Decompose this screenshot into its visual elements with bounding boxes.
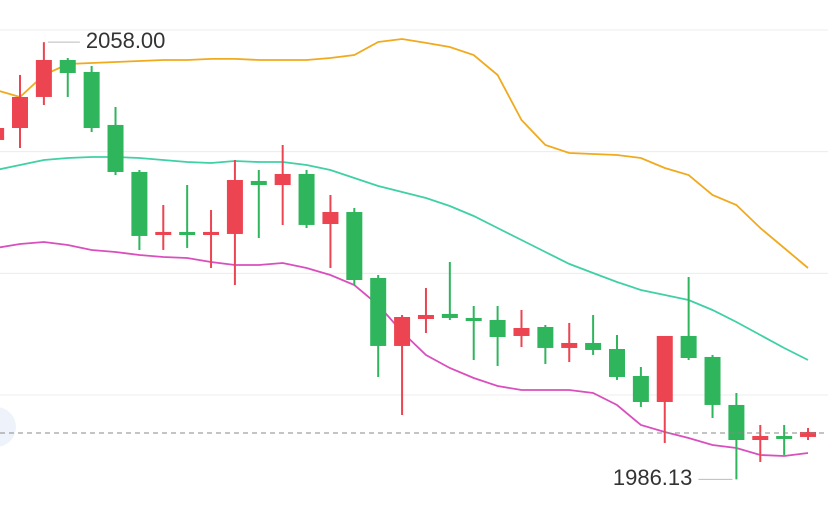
price-badge xyxy=(0,407,16,447)
candle-body xyxy=(394,316,411,346)
candle-body xyxy=(561,342,578,348)
candle-body xyxy=(417,314,434,320)
candle-body xyxy=(441,313,458,318)
annotations: 2058.00 1986.13 xyxy=(0,28,828,490)
candle-body xyxy=(704,356,721,405)
candle-body xyxy=(59,59,76,73)
annotation-label: 2058.00 xyxy=(86,28,166,53)
candle-body xyxy=(680,335,697,358)
candle-body xyxy=(203,231,220,235)
band-line xyxy=(0,156,809,361)
candle-body xyxy=(226,180,243,234)
candle-body xyxy=(83,71,100,128)
candle-body xyxy=(179,231,196,235)
candle-body xyxy=(298,173,315,225)
candle-body xyxy=(489,319,506,338)
candle-body xyxy=(513,328,530,336)
candle-body xyxy=(585,342,602,350)
grid xyxy=(0,29,828,396)
candle-body xyxy=(131,171,148,236)
candles xyxy=(0,42,817,480)
candle-body xyxy=(465,317,482,322)
bands xyxy=(0,38,809,457)
candle-body xyxy=(35,59,52,97)
candle-body xyxy=(728,404,745,440)
candle-body xyxy=(0,127,5,140)
candle-body xyxy=(609,348,625,377)
candle-body xyxy=(800,431,817,437)
band-line xyxy=(0,38,809,269)
candle-body xyxy=(250,180,267,185)
candle-body xyxy=(107,124,124,172)
candle-body xyxy=(370,278,387,346)
candle-body xyxy=(346,211,363,281)
candle-body xyxy=(632,376,649,402)
candle-body xyxy=(12,96,28,128)
candle-body xyxy=(322,211,339,224)
candle-body xyxy=(155,231,172,235)
candle-body xyxy=(752,435,769,440)
candle-body xyxy=(656,335,673,402)
annotation-label: 1986.13 xyxy=(613,465,693,490)
candle-body xyxy=(274,173,291,185)
candle-body xyxy=(776,435,793,439)
candle-body xyxy=(537,326,554,348)
